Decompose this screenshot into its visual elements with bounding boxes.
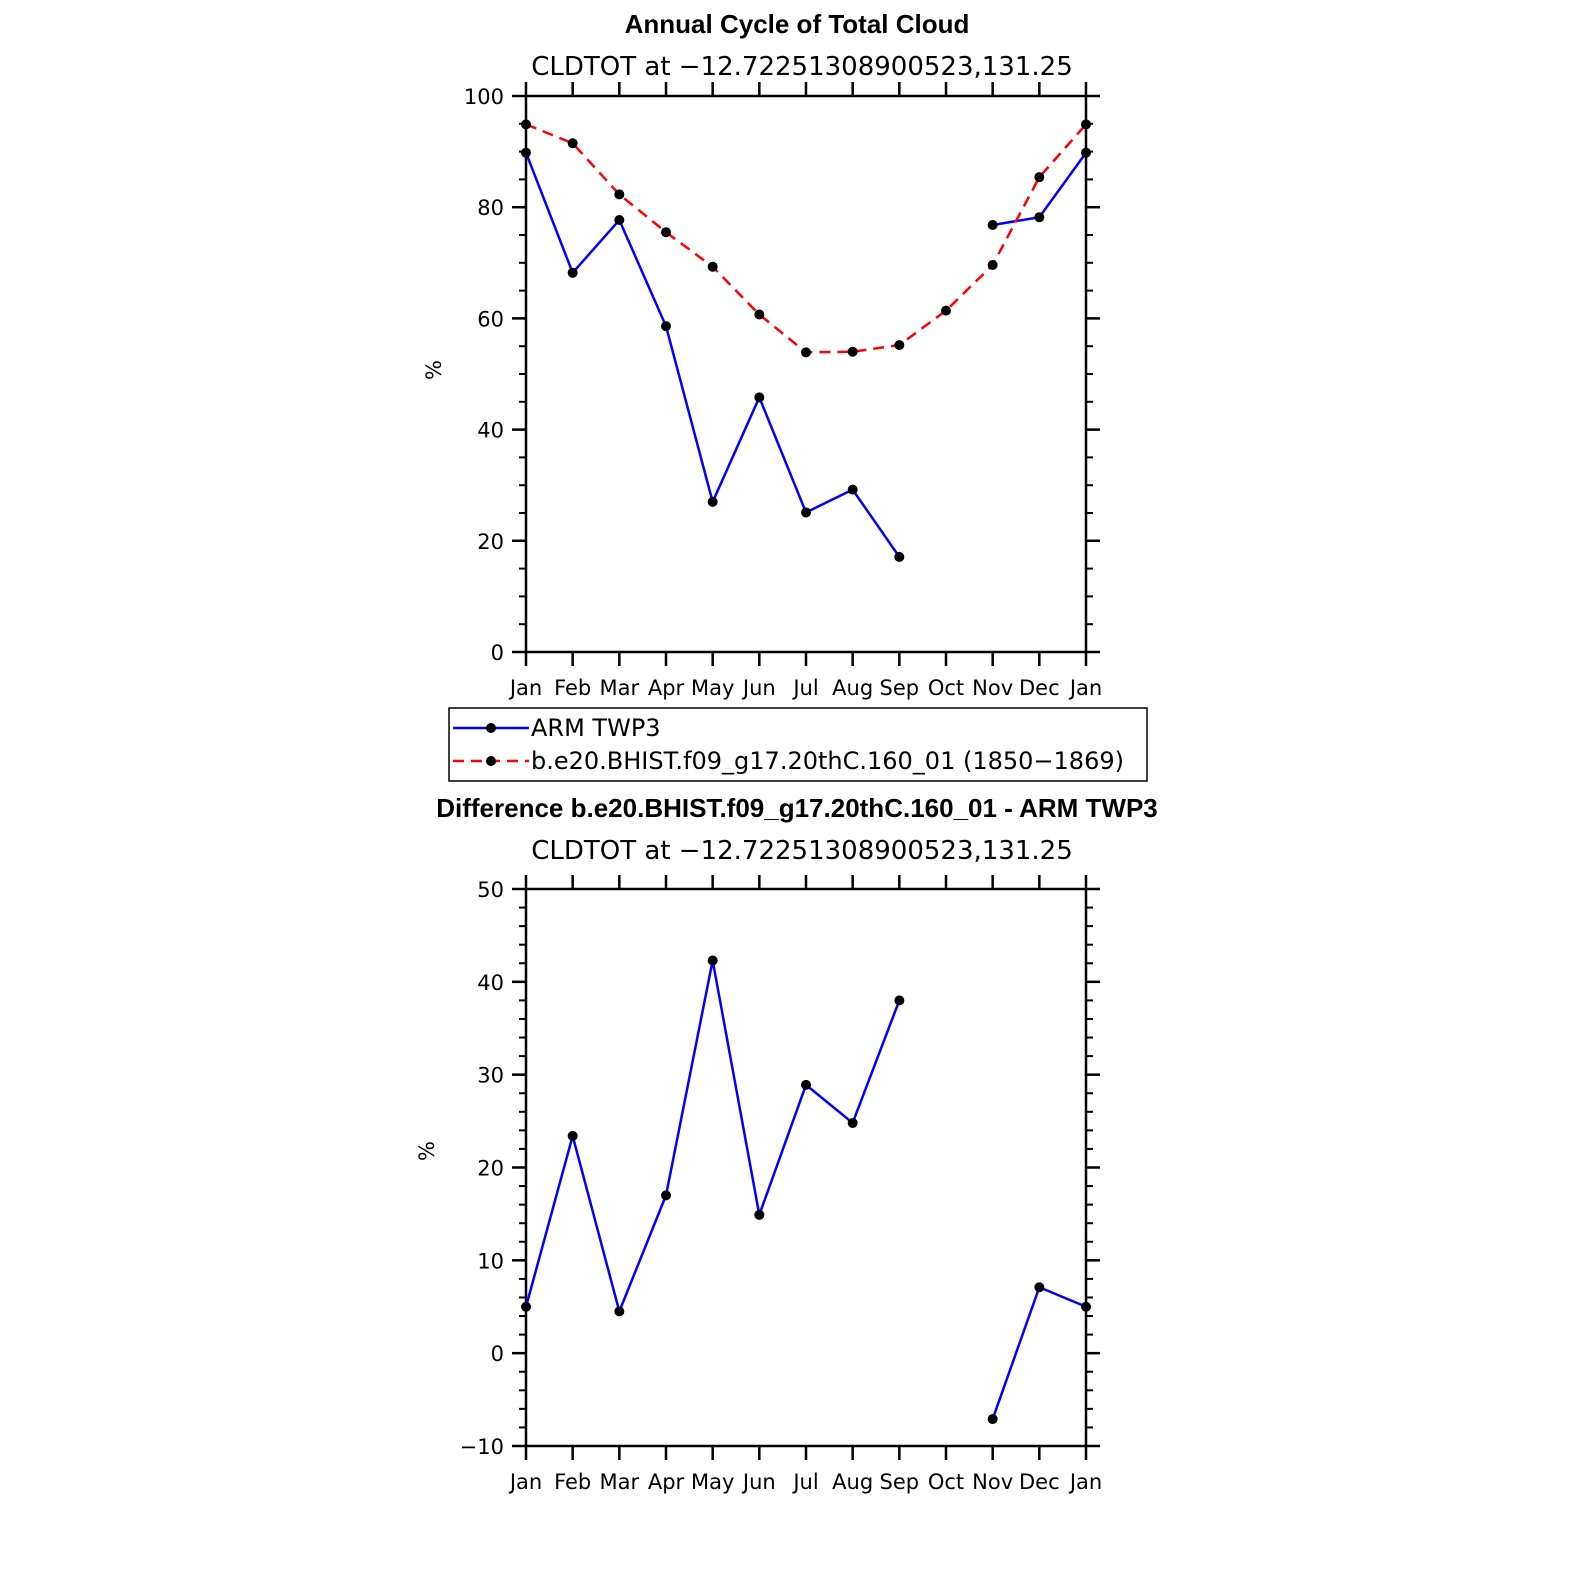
top-x-tick-label: Sep <box>880 676 920 700</box>
bottom-series-0-line <box>524 960 901 1316</box>
top-series-0-point <box>754 392 765 403</box>
top-series-1-point <box>941 305 951 316</box>
bottom-chart-subtitle: CLDTOT at −12.72251308900523,131.25 <box>531 836 1073 866</box>
top-series-0-line <box>524 152 901 558</box>
bottom-y-tick-label: 0 <box>491 1342 504 1366</box>
bottom-series-0-point <box>801 1079 811 1090</box>
top-x-tick-label: Mar <box>600 676 640 700</box>
top-series-1-point <box>847 346 858 357</box>
top-chart-y-axis-label: % <box>422 360 446 380</box>
legend-label-arm-twp3: ARM TWP3 <box>531 714 661 742</box>
top-chart-plot: Jan Feb Mar Apr May Jun Jul Aug Sep Oct Nov Dec Jan0… <box>464 82 1102 700</box>
top-series-0-point <box>987 219 998 230</box>
top-series-0-point <box>1081 147 1091 158</box>
bottom-series-0-line <box>991 1285 1087 1420</box>
bottom-series-0-point <box>707 955 718 966</box>
bottom-y-tick-label: 40 <box>477 971 504 995</box>
top-series-0-point <box>894 551 905 562</box>
bottom-x-tick-label: Jan <box>508 1470 542 1494</box>
top-x-tick-label: Jul <box>791 676 818 700</box>
bottom-chart-y-axis-label: % <box>415 1141 439 1161</box>
bottom-series-0-point <box>1081 1301 1091 1312</box>
bottom-y-tick-label: 50 <box>477 878 504 902</box>
bottom-series-0-point <box>614 1306 625 1317</box>
bottom-series-0-point <box>1034 1282 1045 1293</box>
top-x-tick-label: Apr <box>648 676 685 700</box>
bottom-x-tick-label: Nov <box>972 1470 1013 1494</box>
bottom-plot-frame <box>524 887 1088 1448</box>
bottom-y-tick-label: 20 <box>477 1157 504 1181</box>
bottom-x-tick-label: Jan <box>1068 1470 1102 1494</box>
top-x-tick-label: Nov <box>972 676 1013 700</box>
top-series-1-point <box>1081 119 1091 130</box>
top-x-tick-label: Oct <box>928 676 964 700</box>
top-series-0-point <box>847 484 858 495</box>
top-series-0-point <box>801 507 811 518</box>
bottom-series-0-point <box>987 1414 998 1425</box>
top-series-1-point <box>661 227 671 238</box>
top-y-tick-label: 80 <box>477 196 504 220</box>
bottom-chart-plot: Jan Feb Mar Apr May Jun Jul Aug Sep Oct Nov Dec Jan−… <box>460 875 1102 1494</box>
bottom-y-tick-label: 30 <box>477 1064 504 1088</box>
top-series-1-point <box>521 119 531 130</box>
bottom-series-0-point <box>661 1190 671 1201</box>
bottom-x-tick-label: Oct <box>928 1470 964 1494</box>
top-series-0-point <box>614 214 625 225</box>
bottom-chart-title: Difference b.e20.BHIST.f09_g17.20thC.160… <box>436 793 1158 823</box>
top-series-1-point <box>987 260 998 271</box>
top-y-tick-label: 0 <box>491 641 504 665</box>
bottom-x-tick-label: Jul <box>791 1470 818 1494</box>
bottom-x-tick-label: Dec <box>1019 1470 1060 1494</box>
top-series-0-point <box>521 147 531 158</box>
top-y-tick-label: 60 <box>477 307 504 331</box>
top-y-tick-label: 40 <box>477 419 504 443</box>
bottom-x-tick-label: Feb <box>554 1470 591 1494</box>
bottom-x-tick-label: Aug <box>832 1470 873 1494</box>
bottom-series-0-point <box>894 995 905 1006</box>
bottom-series-0-point <box>521 1301 531 1312</box>
bottom-series-0-point <box>567 1130 578 1141</box>
top-x-tick-label: Dec <box>1019 676 1060 700</box>
top-plot-frame <box>524 94 1088 654</box>
bottom-x-tick-label: Sep <box>880 1470 920 1494</box>
bottom-y-tick-label: −10 <box>460 1435 504 1459</box>
bottom-y-tick-label: 10 <box>477 1249 504 1273</box>
legend-box <box>448 707 1148 782</box>
top-series-0-point <box>1034 212 1045 223</box>
top-y-tick-label: 20 <box>477 530 504 554</box>
top-series-1-point <box>707 261 718 272</box>
top-y-tick-label: 100 <box>464 85 504 109</box>
top-x-tick-label: Jan <box>508 676 542 700</box>
legend-label-model: b.e20.BHIST.f09_g17.20thC.160_01 (1850−1… <box>531 747 1124 775</box>
bottom-x-tick-label: Apr <box>648 1470 685 1494</box>
bottom-series-0-point <box>754 1209 765 1220</box>
legend: ARM TWP3 b.e20.BHIST.f09_g17.20thC.160_0… <box>448 707 1148 782</box>
top-series-1-point <box>614 189 625 200</box>
top-series-0-point <box>707 496 718 507</box>
top-x-tick-label: May <box>691 676 734 700</box>
legend-marker-arm-twp3 <box>486 723 496 733</box>
top-x-tick-label: Jun <box>741 676 776 700</box>
top-series-1-point <box>567 138 578 149</box>
top-series-1-point <box>754 309 765 320</box>
legend-marker-model <box>486 756 496 766</box>
top-x-tick-label: Jan <box>1068 676 1102 700</box>
bottom-x-tick-label: May <box>691 1470 734 1494</box>
top-series-1-point <box>801 347 811 358</box>
top-series-1-line <box>525 123 1087 354</box>
top-chart-subtitle: CLDTOT at −12.72251308900523,131.25 <box>531 52 1073 82</box>
top-series-0-point <box>567 267 578 278</box>
top-series-0-point <box>661 321 671 332</box>
bottom-x-tick-label: Jun <box>741 1470 776 1494</box>
top-x-tick-label: Feb <box>554 676 591 700</box>
top-chart-title: Annual Cycle of Total Cloud <box>625 9 970 39</box>
bottom-x-tick-label: Mar <box>600 1470 640 1494</box>
top-series-1-point <box>894 340 905 351</box>
top-x-tick-label: Aug <box>832 676 873 700</box>
bottom-series-0-point <box>847 1117 858 1128</box>
top-series-1-point <box>1034 172 1045 183</box>
